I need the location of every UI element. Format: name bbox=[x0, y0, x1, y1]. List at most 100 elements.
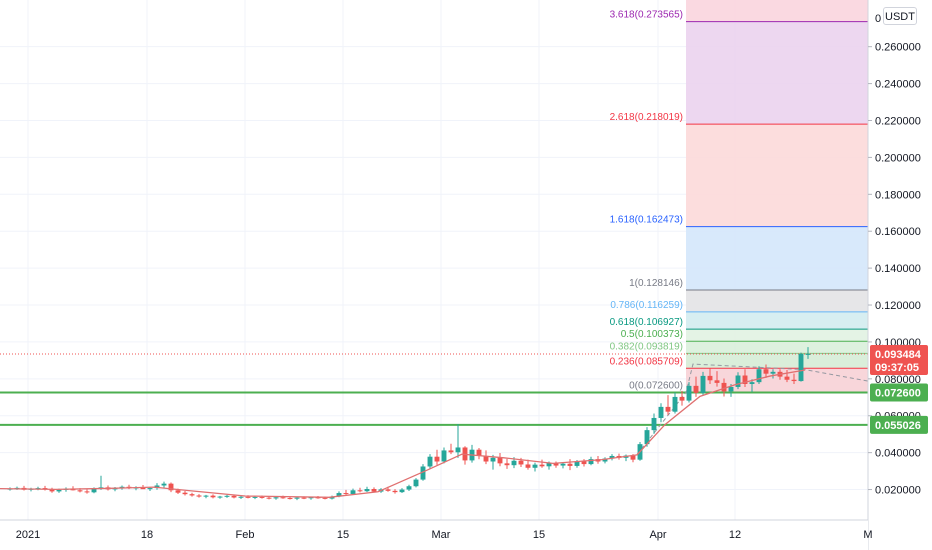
candle-body bbox=[210, 495, 216, 498]
candle-body bbox=[343, 493, 349, 495]
fib-level-label: 0.5(0.100373) bbox=[621, 329, 683, 340]
candle-body bbox=[504, 463, 510, 466]
candle-body bbox=[581, 461, 587, 465]
price-tick-label: 0.200000 bbox=[875, 152, 921, 164]
projection-path bbox=[636, 363, 932, 455]
candle-body bbox=[140, 487, 146, 490]
candle-body bbox=[301, 497, 307, 499]
price-tick-label: 0.240000 bbox=[875, 79, 921, 91]
fib-level-label: 2.618(0.218019) bbox=[610, 112, 683, 123]
candle-body bbox=[322, 497, 328, 499]
candle-body bbox=[399, 489, 405, 493]
price-tick-label: 0.120000 bbox=[875, 300, 921, 312]
candle-body bbox=[182, 492, 188, 495]
candle-body bbox=[280, 497, 286, 499]
candle-body bbox=[294, 497, 300, 499]
candle-body bbox=[427, 456, 433, 467]
candle-body bbox=[735, 375, 741, 387]
candle-body bbox=[91, 488, 97, 493]
candle-body bbox=[406, 486, 412, 490]
candle-body bbox=[679, 396, 685, 401]
price-tick-label: 0.040000 bbox=[875, 448, 921, 460]
candle-body bbox=[56, 489, 62, 492]
time-axis bbox=[0, 520, 868, 550]
candle-body bbox=[238, 496, 244, 498]
fib-level-label: 0.618(0.106927) bbox=[610, 317, 683, 328]
time-tick-label: 2021 bbox=[16, 529, 40, 541]
fib-level-label: 0.786(0.116259) bbox=[610, 300, 683, 311]
candle-body bbox=[168, 483, 174, 491]
candle-body bbox=[84, 491, 90, 493]
time-tick-label: Mar bbox=[432, 529, 451, 541]
candle-body bbox=[756, 369, 762, 383]
candle-body bbox=[518, 460, 524, 465]
candle-body bbox=[588, 459, 594, 465]
price-label-text: 0.055026 bbox=[875, 420, 921, 432]
candle-body bbox=[483, 455, 489, 462]
candle-body bbox=[665, 406, 671, 412]
candle-body bbox=[245, 496, 251, 498]
candle-body bbox=[721, 382, 727, 392]
candle-body bbox=[273, 497, 279, 499]
candle-body bbox=[707, 375, 713, 381]
candle-body bbox=[742, 375, 748, 385]
candle-body bbox=[448, 450, 454, 453]
fib-level-label: 0(0.072600) bbox=[629, 380, 683, 391]
candle-body bbox=[224, 495, 230, 497]
price-label-box bbox=[870, 344, 928, 375]
candle-body bbox=[476, 449, 482, 456]
countdown-label: 09:37:05 bbox=[875, 362, 919, 374]
candle-body bbox=[385, 489, 391, 491]
candle-body bbox=[658, 406, 664, 418]
candle-body bbox=[497, 457, 503, 464]
candle-body bbox=[315, 497, 321, 499]
currency-button[interactable]: USDT bbox=[883, 7, 917, 25]
price-tick-label: 0.080000 bbox=[875, 374, 921, 386]
moving-average-line bbox=[0, 369, 806, 498]
price-tick-label: 0 bbox=[875, 13, 881, 25]
price-axis bbox=[868, 0, 932, 550]
price-tick-label: 0.140000 bbox=[875, 263, 921, 275]
candle-body bbox=[441, 450, 447, 462]
candle-body bbox=[749, 382, 755, 385]
candle-body bbox=[266, 497, 272, 499]
candle-body bbox=[119, 486, 125, 488]
candle-body bbox=[644, 430, 650, 445]
price-label-text: 0.093484 bbox=[875, 349, 922, 361]
candle-body bbox=[217, 496, 223, 498]
candle-body bbox=[371, 488, 377, 492]
candle-body bbox=[763, 369, 769, 374]
candle-body bbox=[798, 353, 804, 382]
candle-body bbox=[532, 464, 538, 468]
candle-body bbox=[805, 353, 811, 355]
fib-level-label: 0.382(0.093819) bbox=[610, 341, 683, 352]
price-label-box bbox=[870, 383, 928, 402]
candle-body bbox=[700, 375, 706, 393]
price-tick-label: 0.160000 bbox=[875, 226, 921, 238]
candle-body bbox=[770, 371, 776, 374]
time-tick-label: 15 bbox=[533, 529, 545, 541]
candle-body bbox=[539, 464, 545, 467]
candle-body bbox=[574, 461, 580, 466]
price-tick-label: 0.220000 bbox=[875, 115, 921, 127]
candle-body bbox=[511, 460, 517, 466]
candle-body bbox=[77, 490, 83, 492]
candle-body bbox=[434, 456, 440, 462]
candle-body bbox=[455, 447, 461, 453]
time-tick-label: 12 bbox=[729, 529, 741, 541]
price-tick-label: 0.020000 bbox=[875, 485, 921, 497]
candle-body bbox=[525, 464, 531, 468]
candle-body bbox=[350, 490, 356, 494]
candle-body bbox=[154, 485, 160, 489]
candle-body bbox=[490, 457, 496, 462]
candle-body bbox=[602, 458, 608, 462]
candle-body bbox=[560, 463, 566, 466]
fib-level-label: 3.618(0.273565) bbox=[610, 10, 683, 21]
time-tick-label: Feb bbox=[236, 529, 255, 541]
candle-body bbox=[175, 490, 181, 493]
time-tick-label: 18 bbox=[141, 529, 153, 541]
time-tick-label: M bbox=[863, 529, 872, 541]
candle-body bbox=[420, 466, 426, 480]
candle-body bbox=[714, 380, 720, 383]
